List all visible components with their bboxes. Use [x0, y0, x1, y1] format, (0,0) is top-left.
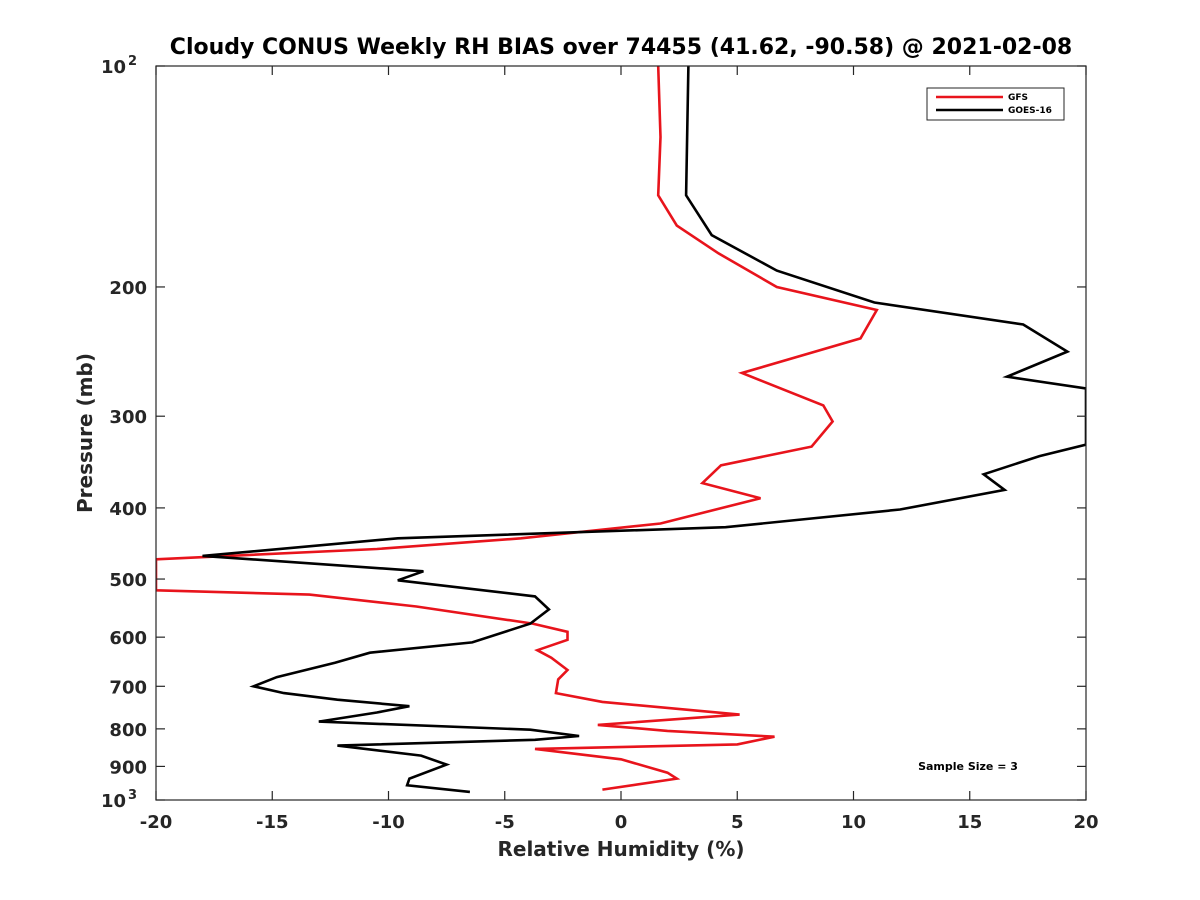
- y-tick-label: 800: [109, 720, 147, 741]
- x-tick-label: 10: [841, 812, 866, 833]
- y-tick-label-10e2: 10: [101, 57, 126, 78]
- y-tick-label: 300: [109, 407, 147, 428]
- y-tick-label-10e3-exp: 3: [128, 788, 137, 803]
- legend-label-goes16: GOES-16: [1008, 106, 1052, 116]
- chart-title: Cloudy CONUS Weekly RH BIAS over 74455 (…: [170, 35, 1072, 60]
- x-tick-label: 15: [957, 812, 982, 833]
- sample-size-annotation: Sample Size = 3: [918, 760, 1018, 773]
- x-axis: -20 -15 -10 -5 0 5 10 15 20: [140, 66, 1099, 833]
- legend-box: [926, 87, 1065, 121]
- x-tick-label: 5: [731, 812, 744, 833]
- plot-box: [155, 65, 1087, 801]
- legend: GFS GOES-16: [926, 87, 1065, 121]
- y-tick-label: 400: [109, 499, 147, 520]
- series-layer: [156, 66, 1086, 794]
- x-tick-label: 20: [1073, 812, 1098, 833]
- x-tick-label: 0: [615, 812, 628, 833]
- x-tick-label: -20: [140, 812, 173, 833]
- x-axis-label: Relative Humidity (%): [497, 837, 744, 861]
- series-line-goes16: [202, 66, 1086, 794]
- y-tick-label: 900: [109, 757, 147, 778]
- y-tick-label-10e2-exp: 2: [128, 54, 137, 69]
- y-tick-label-10e3: 10: [101, 791, 126, 812]
- y-tick-label: 200: [109, 278, 147, 299]
- x-tick-label: -10: [372, 812, 405, 833]
- y-tick-label: 600: [109, 628, 147, 649]
- x-tick-label: -15: [256, 812, 289, 833]
- legend-label-gfs: GFS: [1008, 93, 1028, 103]
- x-tick-label: -5: [495, 812, 515, 833]
- y-axis-label: Pressure (mb): [73, 353, 97, 513]
- series-line-gfs: [156, 66, 879, 791]
- y-tick-label: 500: [109, 570, 147, 591]
- y-tick-label: 700: [109, 677, 147, 698]
